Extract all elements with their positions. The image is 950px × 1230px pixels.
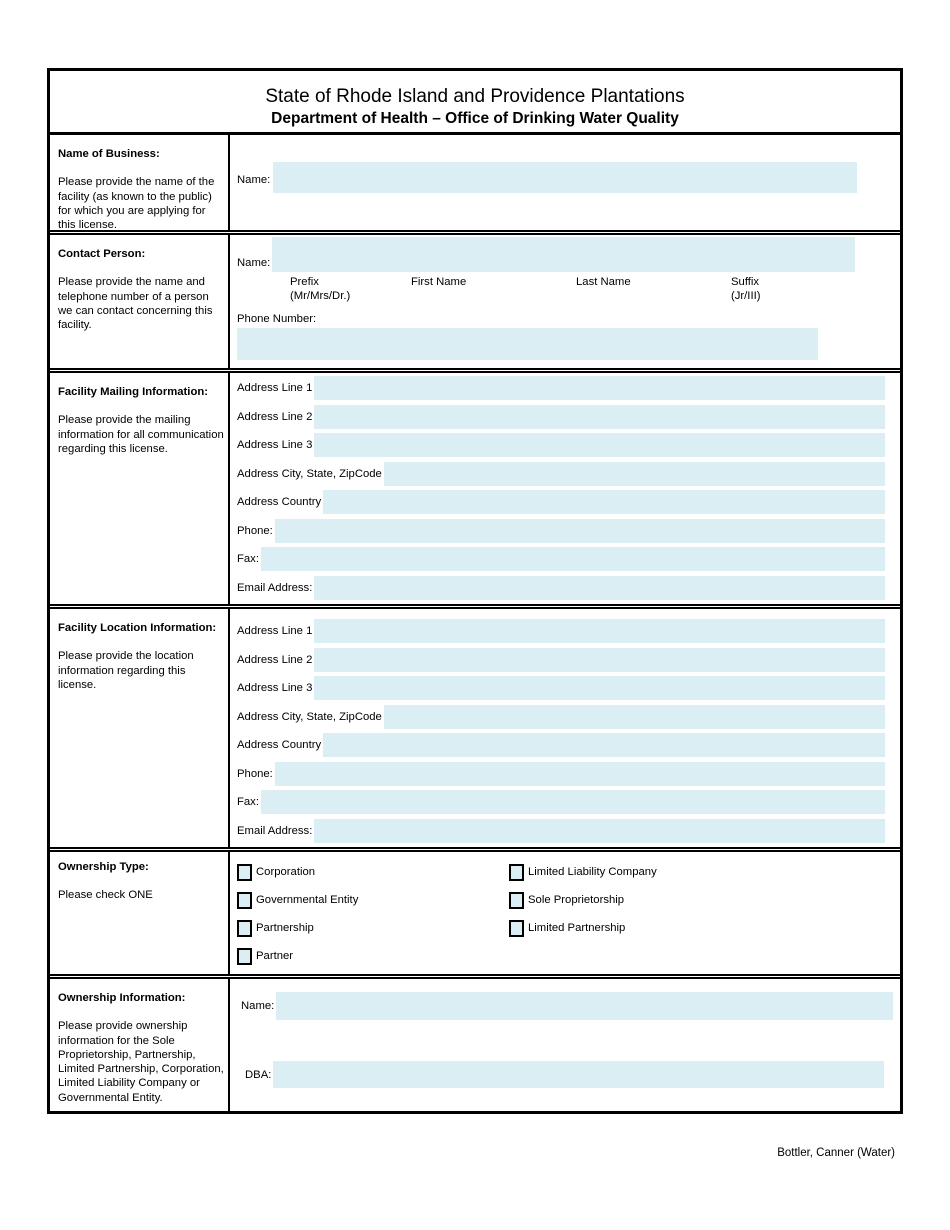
mailing-address-line-1-label: Address Line 1 <box>237 382 313 394</box>
mailing-address-line-2-label: Address Line 2 <box>237 410 313 423</box>
checkbox-governmental-entity[interactable] <box>237 891 252 909</box>
location-address-line-2-input[interactable] <box>314 647 885 672</box>
contact-heading: Contact Person: <box>58 248 146 260</box>
contact-phone-input[interactable] <box>237 328 818 360</box>
mailing-fax-label: Fax: <box>237 553 259 565</box>
location-email-label: Email Address: <box>237 824 313 837</box>
ownership-info-right-cell: Name: DBA: <box>230 979 900 1111</box>
location-city-state-zip-input[interactable] <box>383 704 885 729</box>
mailing-phone-input[interactable] <box>274 518 885 543</box>
ownership-dba-input[interactable] <box>273 1061 884 1088</box>
mailing-address-line-3-label: Address Line 3 <box>237 439 313 451</box>
mailing-city-state-zip-label: Address City, State, ZipCode <box>237 467 382 480</box>
first-name-column-label: First Name <box>411 276 467 288</box>
checkbox-partner[interactable] <box>237 947 252 965</box>
option-governmental-entity: Governmental Entity <box>237 890 900 910</box>
business-description: Please provide the name of the facility … <box>58 176 215 232</box>
location-left-cell: Facility Location Information: Please pr… <box>50 609 230 847</box>
option-partner: Partner <box>237 946 900 966</box>
ownership-type-right-cell: Corporation Governmental Entity Partners… <box>230 852 900 974</box>
section-name-of-business: Name of Business: Please provide the nam… <box>50 135 900 232</box>
location-right-cell: Address Line 1 Address Line 2 Address Li… <box>230 609 900 847</box>
ownership-dba-label: DBA: <box>245 1068 272 1081</box>
business-heading: Name of Business: <box>58 148 160 160</box>
contact-right-cell: Name: Prefix (Mr/Mrs/Dr.) First Name Las… <box>230 235 900 368</box>
contact-name-input[interactable] <box>272 237 855 272</box>
location-phone-input[interactable] <box>274 761 885 786</box>
mailing-description: Please provide the mailing information f… <box>58 414 224 455</box>
ownership-type-options: Corporation Governmental Entity Partners… <box>237 852 900 966</box>
option-limited-partnership: Limited Partnership <box>509 918 657 938</box>
ownership-type-instruction: Please check ONE <box>58 889 153 902</box>
mailing-email-label: Email Address: <box>237 581 313 594</box>
mailing-phone-label: Phone: <box>237 524 273 537</box>
checkbox-partnership[interactable] <box>237 919 252 937</box>
mailing-left-cell: Facility Mailing Information: Please pro… <box>50 373 230 604</box>
ownership-info-description: Please provide ownership information for… <box>58 1020 224 1104</box>
location-phone-label: Phone: <box>237 767 273 780</box>
location-heading: Facility Location Information: <box>58 622 217 634</box>
section-ownership-information: Ownership Information: Please provide ow… <box>50 974 900 1111</box>
location-address-line-1-input[interactable] <box>314 619 885 643</box>
mailing-email-input[interactable] <box>314 575 885 600</box>
mailing-address-line-1-input[interactable] <box>314 376 885 400</box>
location-address-line-3-label: Address Line 3 <box>237 682 313 694</box>
location-address-line-3-input[interactable] <box>314 676 885 700</box>
section-ownership-type: Ownership Type: Please check ONE Corpora… <box>50 847 900 974</box>
contact-name-label: Name: <box>237 257 271 269</box>
option-partnership: Partnership <box>237 918 900 938</box>
contact-left-cell: Contact Person: Please provide the name … <box>50 235 230 368</box>
location-email-input[interactable] <box>314 818 885 843</box>
mailing-address-line-3-input[interactable] <box>314 433 885 457</box>
location-description: Please provide the location information … <box>58 650 194 691</box>
contact-name-column-headers: Prefix (Mr/Mrs/Dr.) First Name Last Name… <box>237 272 900 312</box>
business-name-input[interactable] <box>273 162 857 193</box>
location-address-line-2-label: Address Line 2 <box>237 653 313 666</box>
suffix-column-label: Suffix (Jr/III) <box>731 276 761 302</box>
section-facility-location: Facility Location Information: Please pr… <box>50 604 900 847</box>
form-header: State of Rhode Island and Providence Pla… <box>50 71 900 135</box>
prefix-column-label: Prefix (Mr/Mrs/Dr.) <box>290 276 351 302</box>
mailing-fax-input[interactable] <box>260 547 885 571</box>
ownership-name-label: Name: <box>241 1000 275 1012</box>
form-title: State of Rhode Island and Providence Pla… <box>265 86 685 107</box>
location-country-label: Address Country <box>237 739 322 751</box>
checkbox-corporation[interactable] <box>237 863 252 881</box>
checkbox-limited-liability-company[interactable] <box>509 863 524 881</box>
ownership-name-input[interactable] <box>276 992 893 1020</box>
mailing-country-input[interactable] <box>323 490 885 514</box>
section-facility-mailing: Facility Mailing Information: Please pro… <box>50 368 900 604</box>
mailing-city-state-zip-input[interactable] <box>383 461 885 486</box>
mailing-country-label: Address Country <box>237 496 322 508</box>
business-name-label: Name: <box>237 174 271 186</box>
mailing-right-cell: Address Line 1 Address Line 2 Address Li… <box>230 373 900 604</box>
location-address-line-1-label: Address Line 1 <box>237 625 313 637</box>
business-right-cell: Name: <box>230 135 900 230</box>
form-subtitle: Department of Health – Office of Drinkin… <box>271 110 679 127</box>
ownership-type-left-cell: Ownership Type: Please check ONE <box>50 852 230 974</box>
checkbox-limited-partnership[interactable] <box>509 919 524 937</box>
ownership-info-heading: Ownership Information: <box>58 992 186 1004</box>
location-country-input[interactable] <box>323 733 885 757</box>
ownership-info-left-cell: Ownership Information: Please provide ow… <box>50 979 230 1111</box>
contact-phone-label: Phone Number: <box>237 313 317 325</box>
option-corporation: Corporation <box>237 862 900 882</box>
location-fax-input[interactable] <box>260 790 885 814</box>
form-type-footer: Bottler, Canner (Water) <box>777 1147 895 1159</box>
contact-description: Please provide the name and telephone nu… <box>58 276 213 332</box>
location-city-state-zip-label: Address City, State, ZipCode <box>237 710 382 723</box>
option-limited-liability-company: Limited Liability Company <box>509 862 657 882</box>
license-form: State of Rhode Island and Providence Pla… <box>47 68 903 1114</box>
mailing-address-line-2-input[interactable] <box>314 404 885 429</box>
option-sole-proprietorship: Sole Proprietorship <box>509 890 657 910</box>
checkbox-sole-proprietorship[interactable] <box>509 891 524 909</box>
section-contact-person: Contact Person: Please provide the name … <box>50 230 900 368</box>
business-left-cell: Name of Business: Please provide the nam… <box>50 135 230 232</box>
last-name-column-label: Last Name <box>576 276 631 288</box>
ownership-type-heading: Ownership Type: <box>58 861 149 873</box>
location-fax-label: Fax: <box>237 796 259 808</box>
mailing-heading: Facility Mailing Information: <box>58 386 209 398</box>
